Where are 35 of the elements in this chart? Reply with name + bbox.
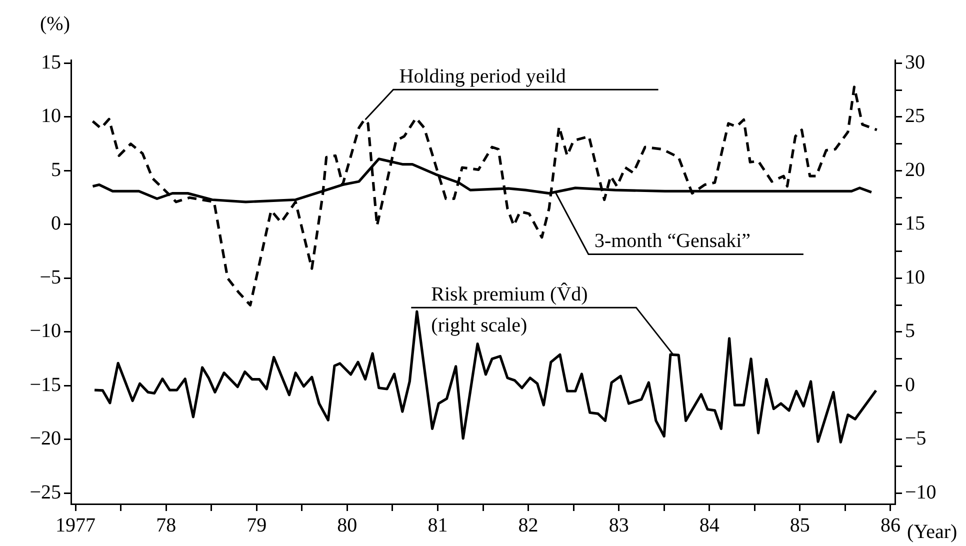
y-tick-label: −15 [30, 374, 61, 396]
line-series [91, 86, 878, 306]
y2-tick-label: 15 [905, 212, 925, 235]
y2-tick-label: −5 [905, 428, 926, 450]
x-tick-label: 83 [608, 514, 629, 536]
x-tick-label: 79 [246, 514, 267, 536]
y2-tick-label: 5 [905, 320, 915, 342]
y2-tick-label: 30 [905, 51, 925, 74]
annotation: Holding period yeild [399, 66, 566, 88]
x-tick-label: 78 [156, 514, 176, 536]
x-tick-label: 81 [428, 514, 448, 536]
y-tick-label: −5 [40, 266, 61, 288]
x-axis-title: (Year) [907, 521, 958, 543]
y-axis-title: (%) [40, 13, 70, 35]
x-tick-label: 85 [790, 514, 810, 536]
annotation: 3-month “Gensaki” [594, 230, 751, 252]
x-tick-label: 82 [518, 514, 538, 536]
y2-tick-label: 0 [905, 374, 915, 396]
y2-tick-label: 20 [905, 158, 925, 181]
y2-tick-label: −10 [905, 482, 936, 504]
y-tick-label: −10 [30, 320, 61, 342]
y-tick-label: 5 [51, 158, 61, 181]
y2-tick-label: 25 [905, 105, 925, 128]
x-tick-label: 86 [880, 514, 900, 536]
y-tick-label: 10 [41, 105, 61, 128]
x-tick-label: 84 [699, 514, 720, 536]
y-tick-label: 0 [51, 212, 61, 235]
y-tick-label: 15 [41, 51, 61, 74]
annotation: (right scale) [431, 314, 528, 337]
x-tick-label: 80 [337, 514, 358, 536]
annotation: Risk premium (V̂d) [431, 282, 588, 306]
x-tick-label: 1977 [56, 514, 96, 536]
y2-tick-label: 10 [905, 266, 925, 288]
y-tick-label: −20 [30, 428, 61, 450]
y-tick-label: −25 [30, 482, 61, 504]
